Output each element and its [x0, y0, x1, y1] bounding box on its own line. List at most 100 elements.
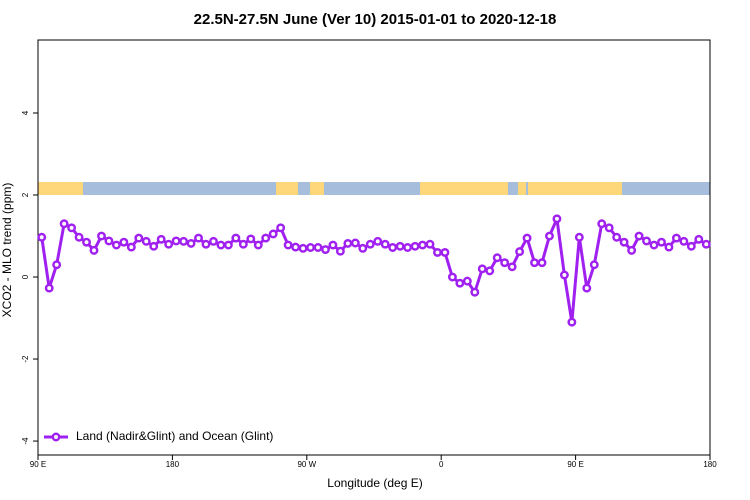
data-point — [306, 243, 315, 252]
data-point — [410, 241, 420, 251]
data-point — [209, 236, 218, 246]
data-point — [276, 223, 286, 233]
land-strip — [528, 182, 622, 195]
data-point — [238, 239, 248, 249]
y-tick-label: 0 — [21, 274, 30, 279]
data-point — [455, 278, 465, 288]
data-point — [649, 240, 659, 250]
data-point — [537, 258, 547, 268]
data-point — [530, 258, 539, 268]
y-tick-label: 2 — [21, 192, 30, 197]
data-point — [597, 219, 607, 229]
data-point — [59, 219, 69, 229]
data-point — [350, 238, 360, 248]
x-tick-label: 180 — [703, 460, 717, 469]
data-point — [119, 237, 129, 247]
data-point — [522, 233, 532, 243]
data-point — [462, 276, 472, 286]
data-point — [89, 245, 99, 255]
data-point — [515, 247, 525, 257]
data-point — [477, 264, 487, 274]
data-point — [186, 238, 196, 248]
y-tick-label: -2 — [21, 355, 30, 363]
data-point — [343, 238, 353, 248]
data-point — [194, 233, 203, 243]
data-point — [149, 241, 159, 251]
data-point — [589, 260, 599, 270]
data-point — [111, 240, 121, 250]
data-point — [612, 232, 622, 242]
data-point — [82, 237, 91, 247]
data-point — [216, 240, 226, 250]
series-line — [40, 217, 708, 324]
x-tick-label: 90 E — [30, 460, 46, 469]
data-point — [440, 247, 450, 257]
data-point — [171, 236, 181, 246]
data-point — [313, 243, 323, 252]
data-point — [261, 233, 271, 243]
data-point — [156, 234, 166, 244]
data-point — [97, 231, 106, 241]
data-point — [291, 242, 301, 252]
data-point — [231, 233, 241, 243]
data-point — [507, 262, 517, 272]
data-point — [574, 232, 584, 242]
data-point — [388, 243, 398, 252]
data-point — [679, 236, 689, 246]
data-point — [395, 241, 405, 251]
x-tick-label: 90 E — [567, 460, 583, 469]
data-point — [74, 232, 84, 242]
x-tick-label: 180 — [166, 460, 180, 469]
data-point — [552, 214, 562, 224]
data-point — [365, 239, 375, 249]
data-point — [223, 240, 233, 250]
data-point — [335, 246, 345, 256]
data-point — [627, 245, 637, 255]
y-tick-label: -4 — [21, 437, 30, 445]
y-axis-label: XCO2 - MLO trend (ppm) — [0, 183, 14, 318]
data-point — [582, 283, 592, 293]
data-point — [37, 232, 47, 242]
data-point — [634, 231, 644, 241]
data-point — [657, 237, 666, 247]
data-point — [268, 229, 278, 239]
map-strip — [38, 182, 710, 195]
y-tick-label: 4 — [21, 110, 30, 115]
land-strip — [38, 182, 83, 195]
data-point — [321, 245, 330, 255]
data-point — [52, 260, 62, 270]
data-point — [433, 247, 442, 257]
data-point — [418, 240, 427, 250]
land-strip — [276, 182, 298, 195]
legend-marker — [51, 432, 61, 442]
data-point — [447, 272, 457, 282]
land-strip — [310, 182, 324, 195]
data-point — [126, 242, 136, 252]
data-point — [104, 236, 114, 246]
data-point — [500, 258, 510, 268]
data-point — [141, 236, 151, 246]
data-point — [403, 243, 413, 252]
data-point — [694, 234, 704, 244]
data-point — [201, 239, 211, 249]
data-point — [283, 240, 293, 250]
data-point — [298, 243, 308, 253]
data-point — [701, 239, 711, 249]
data-point — [164, 239, 174, 249]
data-point — [492, 253, 502, 263]
legend-label: Land (Nadir&Glint) and Ocean (Glint) — [76, 429, 273, 443]
x-tick-label: 90 W — [297, 460, 316, 469]
data-point — [246, 234, 256, 244]
data-point — [358, 243, 368, 253]
data-point — [619, 237, 629, 247]
data-point — [545, 231, 554, 241]
data-point — [604, 223, 614, 233]
data-point — [380, 239, 390, 249]
data-point — [485, 266, 495, 276]
data-point — [328, 240, 338, 250]
data-point — [253, 240, 263, 250]
x-tick-label: 0 — [439, 460, 444, 469]
data-point — [671, 233, 681, 243]
